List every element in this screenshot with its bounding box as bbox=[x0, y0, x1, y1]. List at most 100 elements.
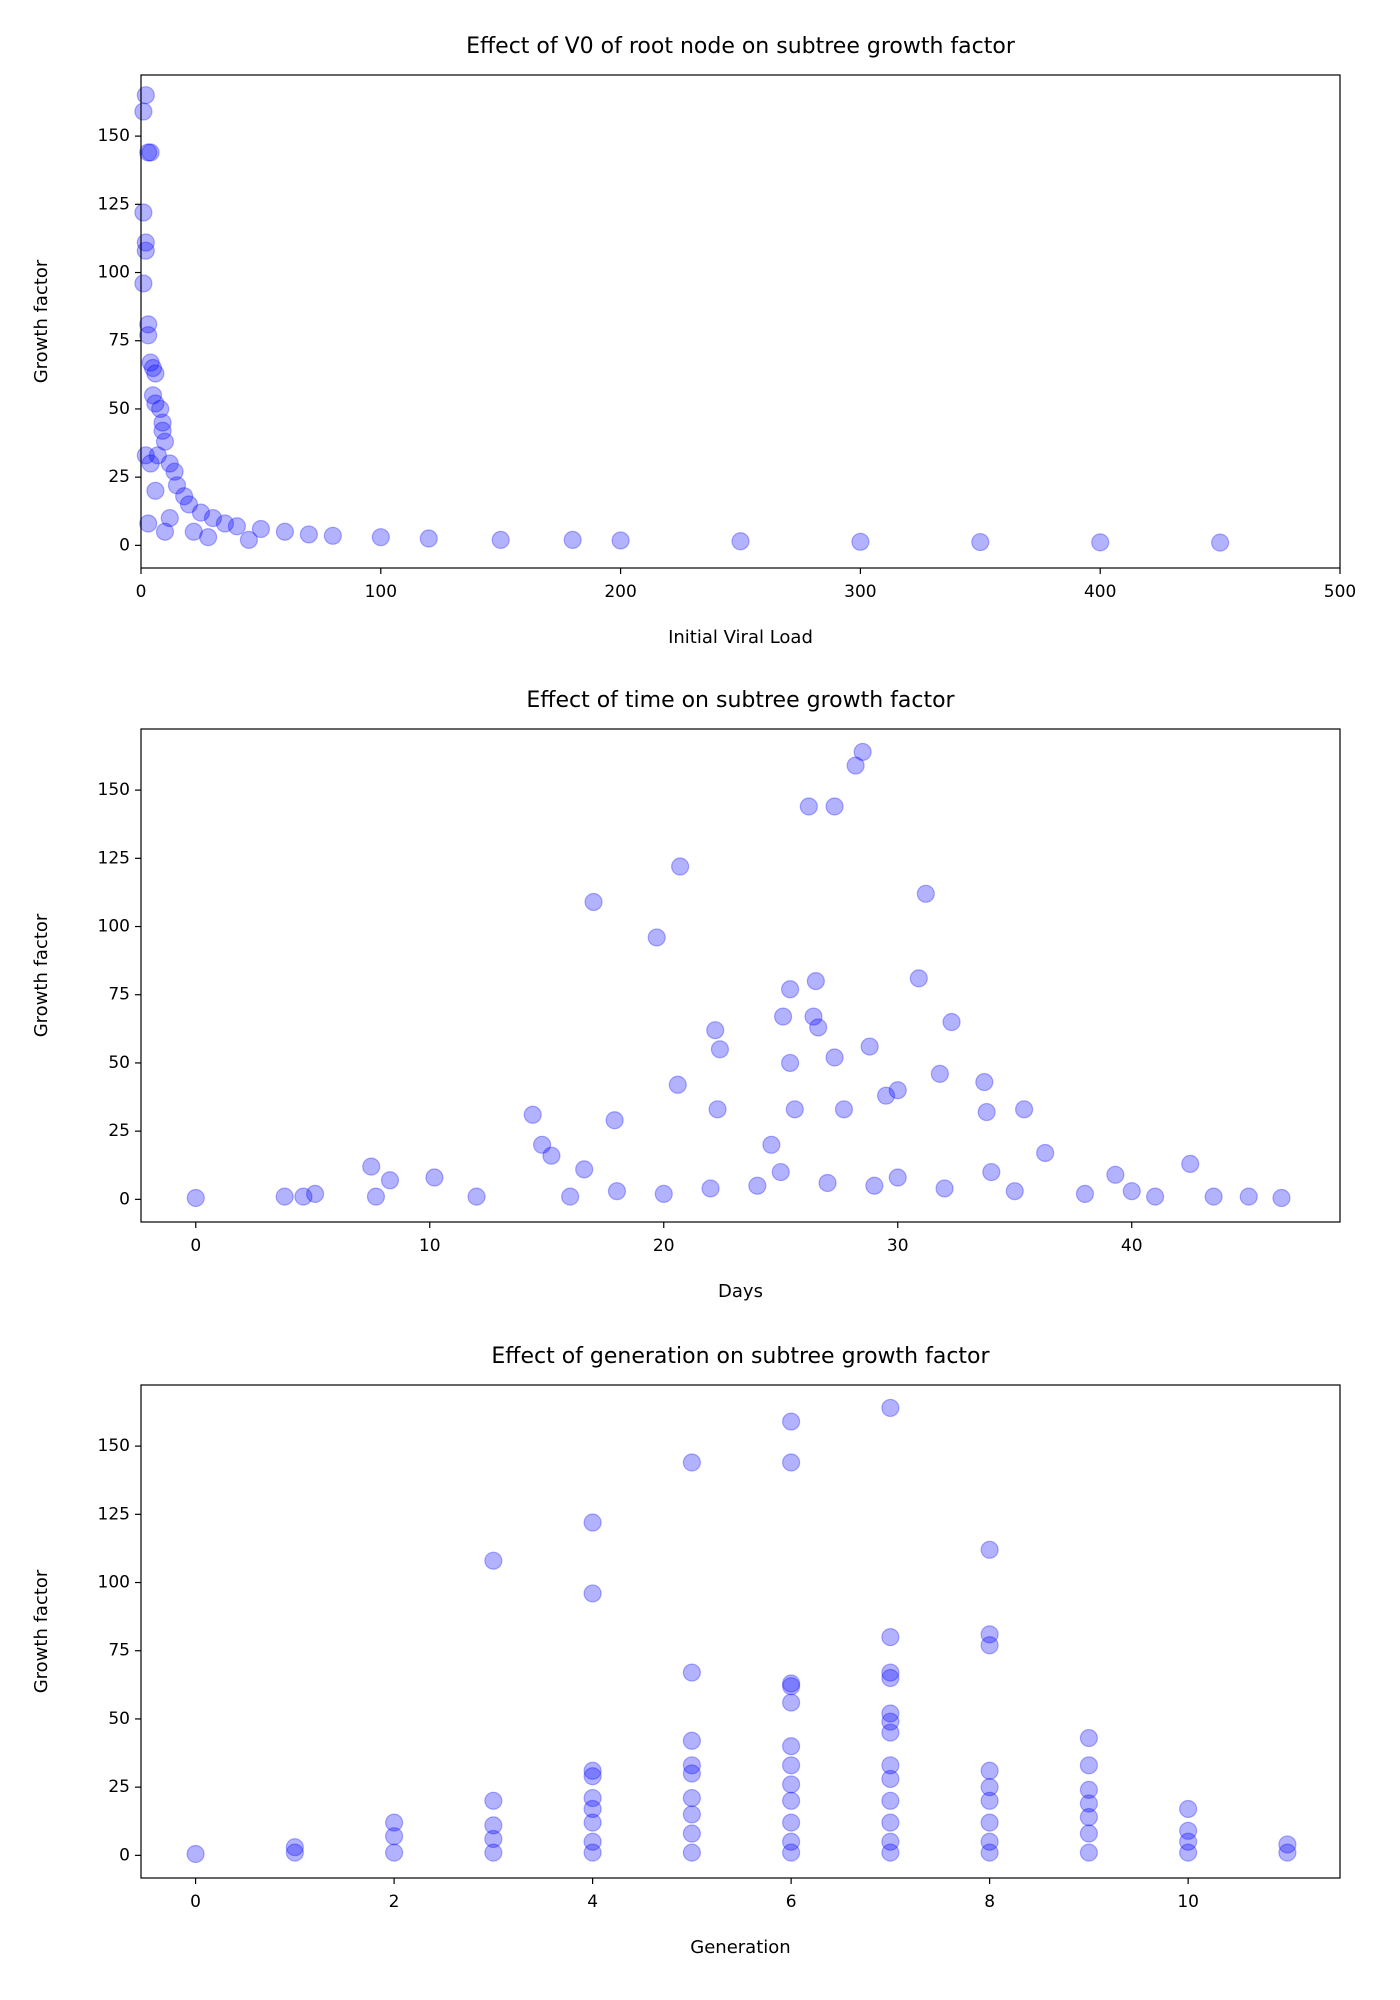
scatter-point bbox=[980, 1813, 999, 1832]
scatter-point bbox=[484, 1551, 503, 1570]
scatter-point bbox=[782, 1756, 801, 1775]
scatter-point bbox=[153, 413, 172, 432]
x-tick-label: 10 bbox=[419, 1236, 441, 1256]
scatter-point bbox=[175, 487, 194, 506]
scatter-point bbox=[706, 1021, 725, 1040]
scatter-point bbox=[484, 1791, 503, 1810]
scatter-point bbox=[982, 1162, 1001, 1182]
scatter-point bbox=[935, 1179, 954, 1198]
scatter-point bbox=[975, 1072, 994, 1092]
scatter-point bbox=[1079, 1794, 1098, 1813]
scatter-point bbox=[160, 454, 179, 473]
chart-title: Effect of time on subtree growth factor bbox=[526, 688, 955, 713]
scatter-point bbox=[583, 1799, 602, 1819]
scatter-point bbox=[141, 353, 160, 372]
scatter-point bbox=[881, 1704, 900, 1723]
scatter-point bbox=[682, 1788, 701, 1808]
scatter-point bbox=[782, 1412, 801, 1431]
scatter-point bbox=[583, 1788, 602, 1808]
scatter-point bbox=[134, 203, 153, 222]
scatter-point bbox=[532, 1135, 552, 1154]
scatter-point bbox=[583, 1767, 602, 1786]
scatter-point bbox=[701, 1179, 720, 1198]
scatter-point bbox=[385, 1843, 404, 1862]
scatter-point bbox=[184, 522, 203, 541]
scatter-point bbox=[167, 476, 187, 495]
scatter-point bbox=[799, 797, 818, 816]
scatter-point bbox=[980, 1540, 999, 1559]
scatter-point bbox=[141, 454, 160, 473]
x-tick-label: 200 bbox=[604, 582, 636, 602]
scatter-point bbox=[371, 528, 390, 547]
scatter-point bbox=[781, 980, 800, 999]
scatter-point bbox=[860, 1037, 879, 1056]
scatter-point bbox=[146, 364, 165, 383]
x-tick-label: 40 bbox=[1121, 1236, 1143, 1256]
scatter-point bbox=[682, 1843, 701, 1862]
scatter-point bbox=[607, 1182, 627, 1201]
scatter-point bbox=[682, 1453, 701, 1472]
y-tick-label: 75 bbox=[108, 1641, 130, 1661]
scatter-point bbox=[781, 1053, 800, 1073]
scatter-point bbox=[851, 532, 870, 551]
scatter-point bbox=[782, 1674, 801, 1693]
scatter-point bbox=[143, 386, 163, 405]
scatter-point bbox=[682, 1764, 701, 1783]
scatter-point bbox=[881, 1712, 900, 1731]
scatter-point bbox=[179, 495, 199, 514]
y-tick-label: 150 bbox=[98, 780, 130, 800]
plot-frame bbox=[140, 74, 1341, 569]
scatter-point bbox=[141, 143, 160, 162]
scatter-point bbox=[215, 514, 235, 533]
scatter-point bbox=[748, 1176, 767, 1195]
scatter-point bbox=[366, 1187, 386, 1206]
scatter-point bbox=[294, 1187, 313, 1206]
scatter-point bbox=[139, 143, 158, 162]
scatter-point bbox=[971, 532, 990, 552]
scatter-point bbox=[708, 1100, 727, 1119]
scatter-point bbox=[647, 928, 666, 947]
scatter-point bbox=[977, 1102, 996, 1122]
scatter-point bbox=[1075, 1184, 1095, 1203]
y-tick-label: 50 bbox=[108, 1053, 130, 1073]
y-tick-label: 100 bbox=[98, 1573, 130, 1593]
scatter-point bbox=[865, 1176, 884, 1195]
scatter-point bbox=[491, 530, 510, 549]
scatter-point bbox=[134, 102, 153, 121]
plot-frame bbox=[140, 1384, 1341, 1879]
scatter-point bbox=[1079, 1756, 1098, 1775]
scatter-point bbox=[299, 525, 318, 544]
y-tick-label: 0 bbox=[119, 1845, 130, 1865]
scatter-point bbox=[853, 742, 872, 762]
chart-title: Effect of V0 of root node on subtree gro… bbox=[466, 34, 1016, 59]
scatter-point bbox=[275, 522, 294, 541]
scatter-point bbox=[834, 1100, 854, 1119]
scatter-point bbox=[782, 1737, 801, 1756]
scatter-point bbox=[583, 1584, 602, 1603]
scatter-point bbox=[139, 315, 158, 334]
scatter-point bbox=[139, 326, 158, 345]
scatter-point bbox=[1015, 1100, 1034, 1119]
scatter-point bbox=[227, 517, 247, 536]
scatter-point bbox=[148, 446, 167, 465]
scatter-point bbox=[134, 274, 153, 293]
y-axis-label: Growth factor bbox=[31, 913, 52, 1037]
y-tick-label: 125 bbox=[98, 194, 130, 214]
scatter-point bbox=[1091, 533, 1110, 552]
scatter-point bbox=[782, 1813, 801, 1832]
x-tick-label: 6 bbox=[786, 1892, 797, 1912]
scatter-point bbox=[1079, 1728, 1098, 1748]
scatter-point bbox=[682, 1805, 701, 1824]
scatter-point bbox=[682, 1663, 701, 1682]
scatter-point bbox=[239, 530, 259, 549]
scatter-point bbox=[1179, 1799, 1198, 1819]
scatter-point bbox=[818, 1173, 837, 1193]
scatter-point bbox=[136, 241, 155, 260]
x-tick-label: 0 bbox=[136, 582, 147, 602]
scatter-point bbox=[153, 421, 172, 440]
scatter-point bbox=[199, 528, 218, 547]
scatter-point bbox=[583, 1513, 602, 1532]
chart-title: Effect of generation on subtree growth f… bbox=[491, 1344, 990, 1369]
x-tick-label: 4 bbox=[587, 1892, 598, 1912]
